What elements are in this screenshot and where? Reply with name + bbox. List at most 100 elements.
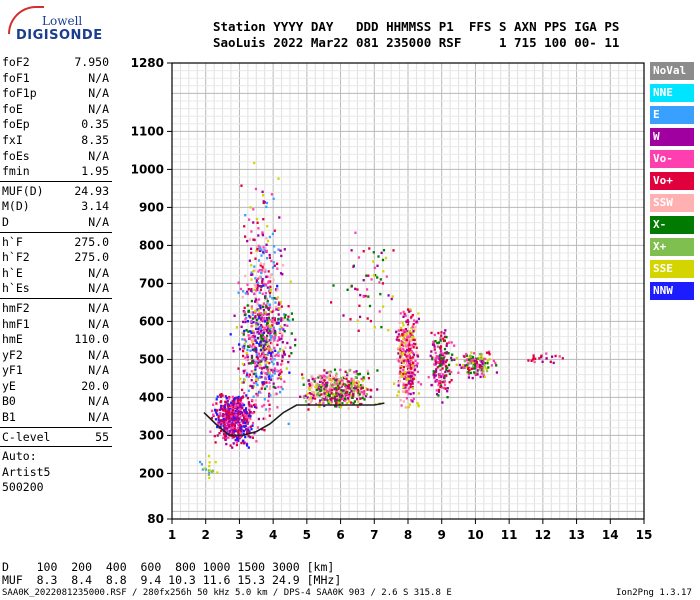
separator — [0, 231, 112, 233]
param-row: yF2 N/A — [0, 348, 112, 364]
echo-point — [244, 407, 248, 410]
echo-point — [463, 359, 466, 363]
echo-point — [350, 384, 353, 387]
echo-point — [277, 177, 280, 180]
echo-point — [448, 369, 451, 372]
echo-point — [413, 373, 416, 377]
echo-point — [432, 370, 435, 373]
echo-point — [246, 396, 249, 400]
param-value: 8.35 — [81, 132, 109, 147]
echo-point — [276, 406, 279, 409]
echo-point — [331, 385, 334, 388]
echo-point — [445, 344, 448, 347]
echo-point — [243, 414, 247, 417]
echo-point — [339, 390, 342, 393]
echo-point — [440, 334, 443, 337]
echo-point — [354, 231, 357, 234]
echo-point — [245, 444, 249, 447]
echo-point — [267, 270, 270, 273]
echo-point — [410, 365, 413, 369]
echo-point — [228, 422, 231, 426]
echo-point — [260, 346, 263, 349]
echo-point — [445, 359, 448, 362]
echo-point — [261, 349, 264, 352]
echo-point — [340, 394, 343, 397]
echo-point — [220, 400, 223, 403]
echo-point — [412, 346, 415, 349]
echo-point — [268, 350, 271, 353]
echo-point — [279, 376, 282, 379]
echo-point — [256, 284, 259, 287]
echo-point — [235, 408, 239, 411]
echo-point — [229, 413, 232, 417]
echo-point — [232, 401, 235, 404]
echo-point — [540, 355, 543, 359]
echo-point — [441, 373, 444, 376]
echo-point — [252, 381, 256, 385]
echo-point — [323, 369, 326, 372]
echo-point — [271, 374, 274, 377]
echo-point — [262, 302, 265, 305]
echo-point — [234, 429, 237, 433]
echo-point — [409, 364, 412, 367]
echo-point — [341, 402, 344, 405]
echo-point — [367, 372, 370, 375]
echo-point — [243, 425, 246, 428]
echo-point — [558, 355, 561, 358]
echo-point — [255, 350, 258, 353]
echo-point — [405, 383, 408, 387]
echo-point — [552, 361, 555, 365]
echo-point — [261, 233, 264, 237]
echo-point — [264, 295, 267, 298]
echo-point — [327, 375, 330, 378]
echo-point — [255, 309, 258, 312]
echo-point — [345, 377, 348, 380]
echo-point — [214, 418, 218, 421]
echo-point — [261, 305, 264, 309]
echo-point — [349, 318, 352, 321]
echo-point — [254, 316, 257, 319]
echo-point — [470, 351, 473, 354]
echo-point — [263, 283, 266, 286]
echo-point — [265, 243, 268, 246]
echo-point — [409, 379, 412, 382]
echo-point — [340, 389, 343, 392]
echo-point — [200, 463, 203, 466]
echo-point — [434, 380, 437, 383]
echo-point — [340, 377, 343, 380]
echo-point — [334, 405, 337, 408]
echo-point — [354, 376, 357, 379]
echo-point — [243, 429, 246, 433]
echo-point — [265, 303, 268, 307]
echo-point — [302, 395, 306, 398]
echo-point — [332, 377, 335, 380]
echo-point — [328, 400, 331, 403]
separator — [0, 446, 112, 448]
echo-point — [261, 355, 264, 358]
echo-point — [448, 372, 451, 376]
echo-point — [315, 402, 318, 406]
param-label: foF1 — [2, 70, 30, 85]
echo-point — [259, 288, 262, 292]
echo-point — [352, 378, 355, 381]
echo-point — [401, 341, 404, 344]
echo-point — [230, 410, 233, 414]
echo-point — [222, 409, 225, 412]
echo-point — [533, 360, 536, 364]
echo-point — [409, 375, 412, 378]
echo-point — [230, 430, 233, 433]
echo-point — [329, 382, 332, 385]
echo-point — [251, 424, 254, 427]
echo-point — [267, 347, 270, 350]
echo-point — [419, 383, 423, 386]
echo-point — [446, 396, 449, 399]
echo-point — [268, 395, 271, 398]
x-tick-label: 6 — [336, 528, 344, 542]
echo-point — [401, 353, 404, 356]
echo-point — [259, 264, 262, 267]
echo-point — [353, 386, 356, 390]
echo-point — [253, 288, 256, 292]
echo-point — [352, 265, 355, 268]
echo-point — [280, 337, 283, 340]
echo-point — [447, 352, 450, 355]
